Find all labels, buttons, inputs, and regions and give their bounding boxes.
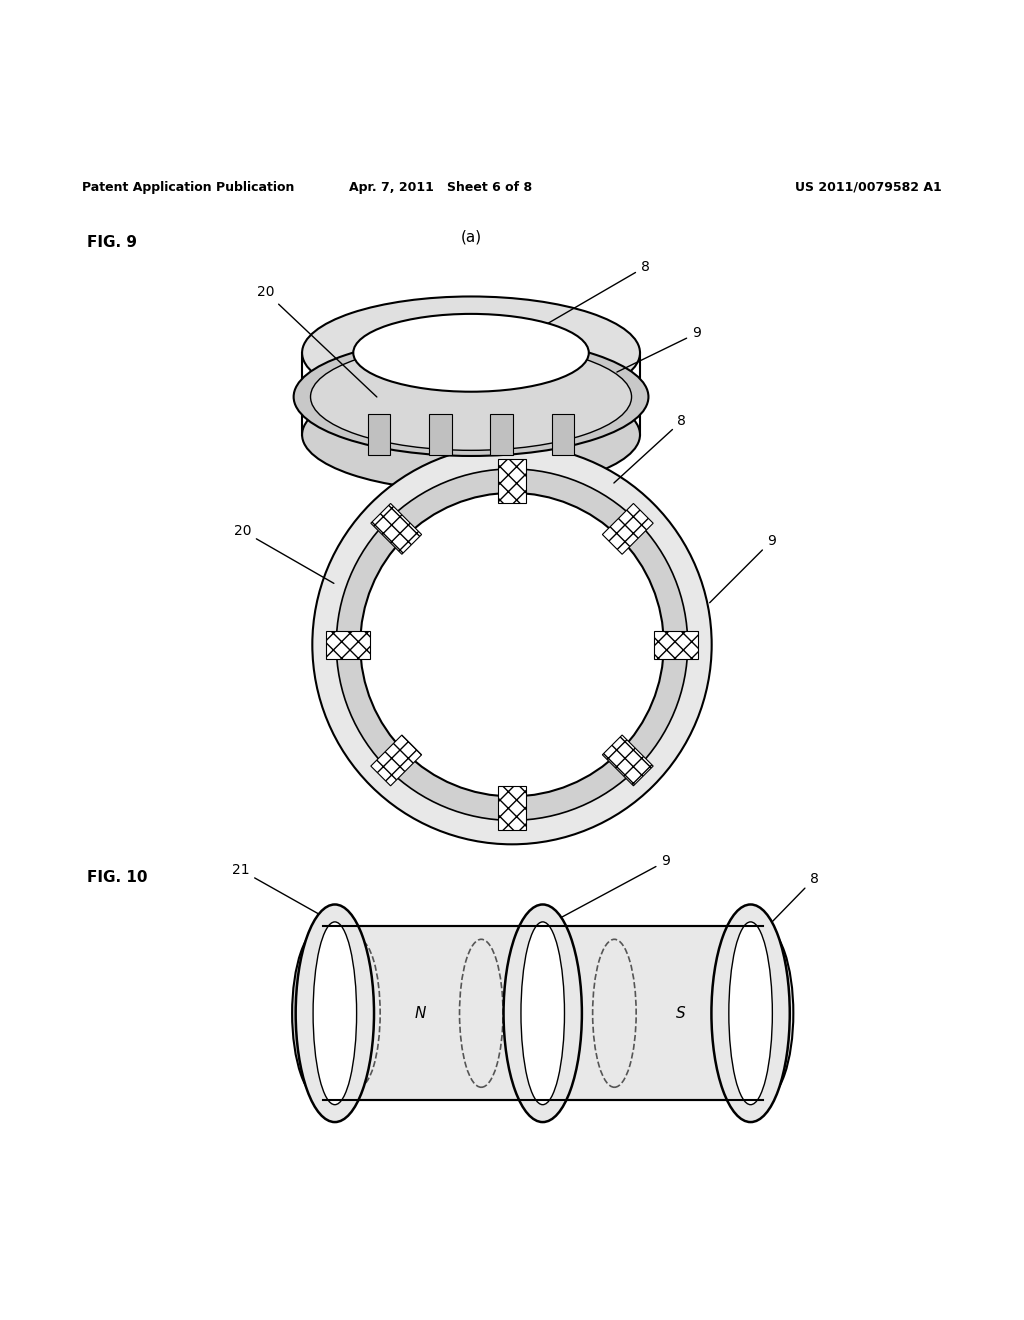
Bar: [490, 414, 513, 455]
Text: 8: 8: [614, 414, 686, 483]
Ellipse shape: [732, 927, 794, 1101]
FancyBboxPatch shape: [653, 631, 697, 659]
Text: (a): (a): [461, 230, 481, 246]
Text: 20: 20: [257, 285, 377, 397]
FancyBboxPatch shape: [371, 503, 422, 554]
Text: US 2011/0079582 A1: US 2011/0079582 A1: [796, 181, 942, 194]
Text: FIG. 9: FIG. 9: [87, 235, 137, 249]
Text: N: N: [542, 1006, 554, 1020]
Text: 9: 9: [555, 854, 670, 920]
FancyBboxPatch shape: [498, 787, 526, 830]
Ellipse shape: [302, 297, 640, 409]
Text: R: R: [431, 611, 441, 626]
Ellipse shape: [729, 921, 772, 1105]
Text: Apr. 7, 2011   Sheet 6 of 8: Apr. 7, 2011 Sheet 6 of 8: [349, 181, 531, 194]
Text: S: S: [751, 1006, 760, 1020]
Text: 9: 9: [710, 533, 776, 603]
FancyBboxPatch shape: [371, 735, 422, 785]
FancyBboxPatch shape: [602, 735, 653, 785]
Text: 8: 8: [535, 260, 649, 331]
FancyBboxPatch shape: [602, 503, 653, 554]
FancyBboxPatch shape: [327, 631, 371, 659]
Text: 9: 9: [616, 326, 700, 372]
Circle shape: [360, 492, 664, 796]
Text: S: S: [336, 1006, 345, 1020]
Text: 8: 8: [744, 871, 818, 950]
Ellipse shape: [296, 904, 374, 1122]
Text: Patent Application Publication: Patent Application Publication: [82, 181, 294, 194]
Ellipse shape: [521, 921, 564, 1105]
FancyBboxPatch shape: [498, 459, 526, 503]
Bar: [368, 414, 390, 455]
Text: (b): (b): [461, 491, 481, 506]
Ellipse shape: [294, 338, 648, 455]
Ellipse shape: [712, 904, 790, 1122]
Text: N: N: [414, 1006, 426, 1020]
Text: S: S: [676, 1006, 686, 1020]
Ellipse shape: [302, 379, 640, 491]
Ellipse shape: [313, 921, 356, 1105]
Text: 21: 21: [231, 863, 331, 920]
Text: FIG. 10: FIG. 10: [87, 870, 147, 884]
Ellipse shape: [353, 314, 589, 392]
Circle shape: [312, 445, 712, 845]
Ellipse shape: [310, 343, 632, 450]
Bar: [552, 414, 574, 455]
Circle shape: [336, 469, 688, 820]
Bar: [323, 927, 763, 1101]
Text: 20: 20: [233, 524, 334, 583]
Ellipse shape: [504, 904, 582, 1122]
Bar: [429, 414, 452, 455]
Ellipse shape: [292, 927, 353, 1101]
